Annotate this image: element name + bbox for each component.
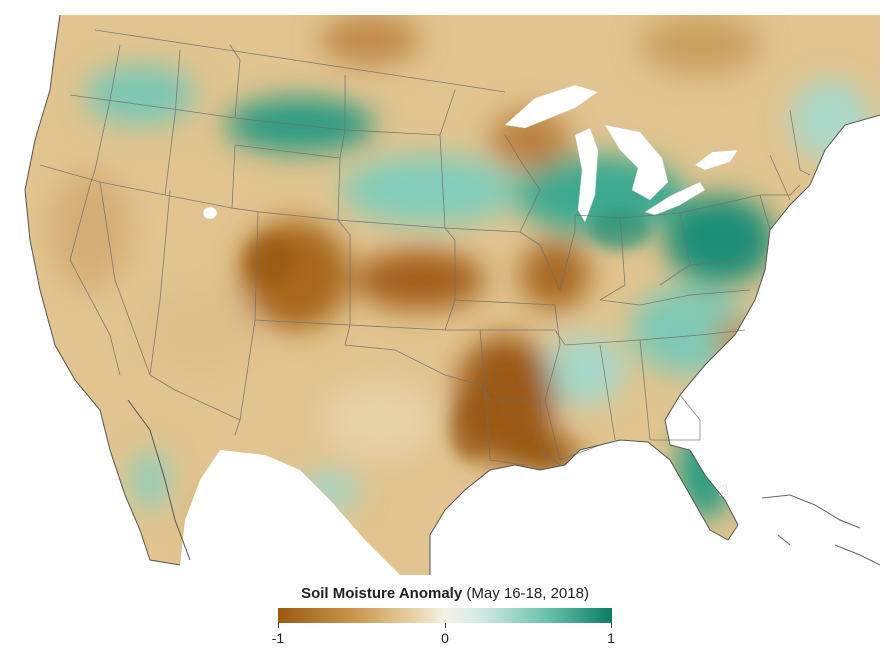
lake-michigan — [574, 127, 599, 223]
great-salt-lake — [202, 206, 218, 220]
legend-label-mid: 0 — [441, 630, 449, 646]
lake-okeechobee — [717, 483, 729, 497]
lake-huron — [604, 124, 669, 201]
lake-ontario — [694, 149, 739, 171]
legend-title-bold: Soil Moisture Anomaly — [301, 585, 463, 602]
legend-label-min: -1 — [271, 630, 285, 646]
great-lakes — [202, 84, 739, 497]
legend: Soil Moisture Anomaly (May 16-18, 2018) … — [270, 585, 620, 655]
legend-tick-mid — [445, 623, 446, 628]
anomaly-layer — [25, 15, 880, 575]
caribbean-islands — [761, 494, 881, 566]
lake-superior — [504, 84, 599, 129]
coastline — [24, 14, 881, 575]
soil-moisture-map — [24, 14, 881, 575]
legend-label-max: 1 — [607, 630, 615, 646]
legend-title-date: (May 16-18, 2018) — [462, 585, 589, 602]
legend-tick-max — [611, 623, 612, 628]
legend-color-ramp — [278, 608, 612, 623]
legend-title: Soil Moisture Anomaly (May 16-18, 2018) — [270, 585, 620, 602]
state-borders — [39, 29, 811, 466]
legend-tick-min — [278, 623, 279, 628]
